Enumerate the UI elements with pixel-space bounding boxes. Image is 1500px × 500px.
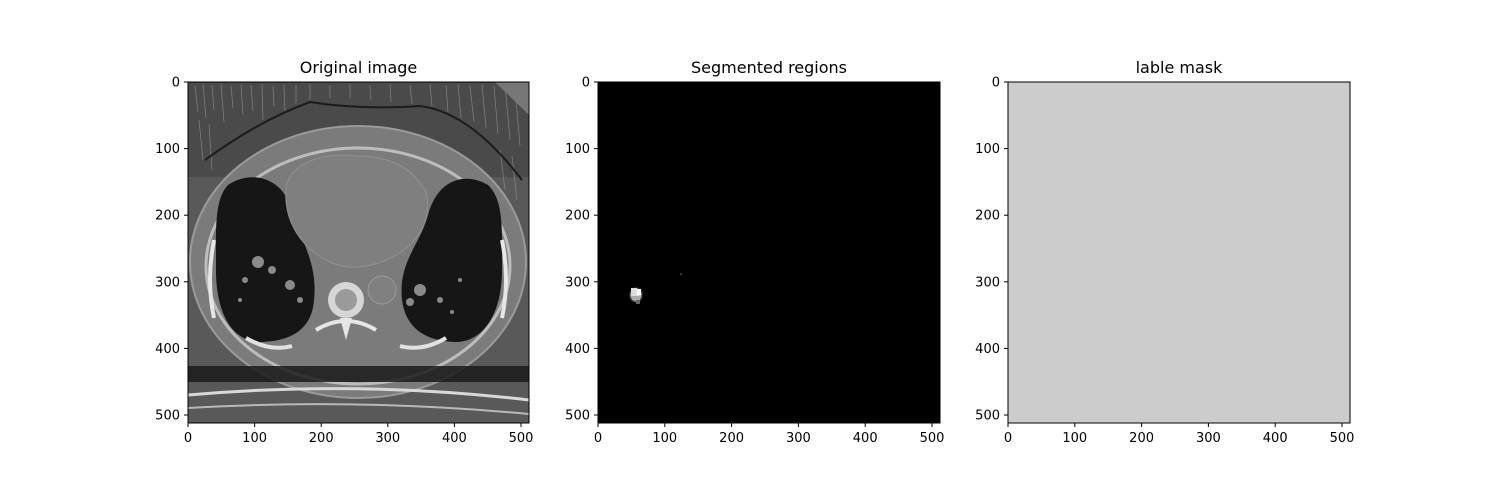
ct-chest-axial-slice: [188, 82, 529, 423]
y-tick-label: 100: [565, 142, 590, 157]
panel-segmented-regions: Segmented regions 0 100 200 300 400 500 …: [565, 58, 944, 446]
y-tick-label: 0: [582, 76, 590, 91]
x-tick-label: 400: [442, 431, 467, 446]
x-tick-label: 200: [719, 431, 744, 446]
y-tick: 300: [565, 275, 598, 290]
x-tick-label: 500: [1330, 431, 1355, 446]
x-tick: 500: [1330, 423, 1355, 446]
y-tick-label: 500: [565, 409, 590, 424]
x-tick: 500: [920, 423, 945, 446]
y-tick-label: 0: [172, 76, 180, 91]
panel-title: Segmented regions: [691, 58, 847, 77]
y-tick-label: 400: [565, 342, 590, 357]
y-tick: 200: [155, 209, 188, 224]
y-tick: 0: [992, 76, 1008, 91]
y-tick-label: 400: [975, 342, 1000, 357]
y-tick-label: 300: [975, 275, 1000, 290]
x-tick-label: 300: [375, 431, 400, 446]
x-tick-label: 0: [594, 431, 602, 446]
panel-title: lable mask: [1136, 58, 1224, 77]
y-tick: 500: [975, 409, 1008, 424]
x-tick: 0: [1004, 423, 1012, 446]
y-tick-label: 100: [155, 142, 180, 157]
y-tick-label: 200: [975, 209, 1000, 224]
y-axis: 0 100 200 300 400 500: [975, 76, 1008, 424]
panel-label-mask: lable mask 0 100 200 300 400 500 0 100 2…: [975, 58, 1354, 446]
x-tick: 400: [1263, 423, 1288, 446]
x-tick-label: 500: [509, 431, 534, 446]
x-axis: 0 100 200 300 400 500: [594, 423, 945, 446]
y-tick: 0: [172, 76, 188, 91]
x-tick: 100: [242, 423, 267, 446]
y-tick: 500: [155, 409, 188, 424]
y-tick: 300: [975, 275, 1008, 290]
x-tick: 400: [853, 423, 878, 446]
x-tick-label: 100: [652, 431, 677, 446]
x-tick: 300: [1196, 423, 1221, 446]
y-tick-label: 100: [975, 142, 1000, 157]
y-axis: 0 100 200 300 400 500: [565, 76, 598, 424]
axes-frame: [1007, 81, 1351, 424]
x-tick-label: 400: [853, 431, 878, 446]
y-tick: 100: [975, 142, 1008, 157]
y-tick-label: 500: [975, 409, 1000, 424]
x-tick-label: 200: [309, 431, 334, 446]
x-tick-label: 100: [242, 431, 267, 446]
y-axis: 0 100 200 300 400 500: [155, 76, 188, 424]
y-tick-label: 0: [992, 76, 1000, 91]
x-tick-label: 500: [920, 431, 945, 446]
y-tick: 400: [975, 342, 1008, 357]
y-tick: 400: [155, 342, 188, 357]
x-tick-label: 300: [786, 431, 811, 446]
panel-original-image: Original image: [155, 58, 533, 446]
x-tick: 300: [375, 423, 400, 446]
y-tick: 400: [565, 342, 598, 357]
axes-frame: [187, 81, 530, 424]
x-tick: 200: [309, 423, 334, 446]
y-tick: 300: [155, 275, 188, 290]
panel-title: Original image: [300, 58, 418, 77]
y-tick-label: 500: [155, 409, 180, 424]
x-tick: 500: [509, 423, 534, 446]
y-tick: 200: [565, 209, 598, 224]
x-tick-label: 300: [1196, 431, 1221, 446]
x-tick: 100: [1062, 423, 1087, 446]
x-tick: 0: [594, 423, 602, 446]
y-tick-label: 300: [155, 275, 180, 290]
x-tick: 200: [1129, 423, 1154, 446]
x-tick: 400: [442, 423, 467, 446]
y-tick: 500: [565, 409, 598, 424]
x-tick-label: 100: [1062, 431, 1087, 446]
x-tick-label: 0: [1004, 431, 1012, 446]
x-tick-label: 0: [184, 431, 192, 446]
axes-frame: [597, 81, 941, 424]
x-tick-label: 400: [1263, 431, 1288, 446]
y-tick: 100: [155, 142, 188, 157]
segmented-regions-heatmap: [598, 82, 940, 423]
x-tick: 300: [786, 423, 811, 446]
x-tick: 200: [719, 423, 744, 446]
y-tick-label: 400: [155, 342, 180, 357]
x-tick-label: 200: [1129, 431, 1154, 446]
x-tick: 100: [652, 423, 677, 446]
y-tick-label: 300: [565, 275, 590, 290]
label-mask: [1008, 82, 1350, 423]
x-axis: 0 100 200 300 400 500: [184, 423, 534, 446]
x-tick: 0: [184, 423, 192, 446]
x-axis: 0 100 200 300 400 500: [1004, 423, 1355, 446]
y-tick: 0: [582, 76, 598, 91]
y-tick: 200: [975, 209, 1008, 224]
y-tick-label: 200: [565, 209, 590, 224]
y-tick-label: 200: [155, 209, 180, 224]
y-tick: 100: [565, 142, 598, 157]
